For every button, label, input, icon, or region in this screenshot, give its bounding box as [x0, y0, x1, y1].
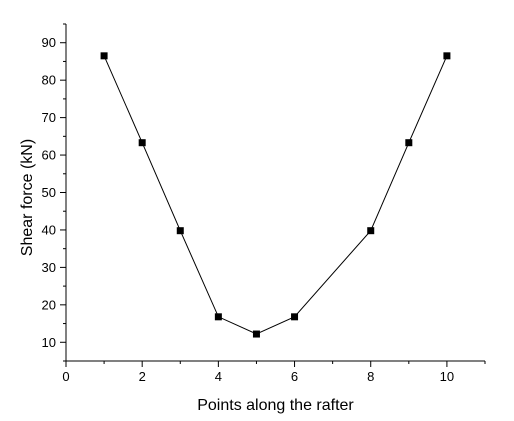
x-tick-label: 2	[139, 369, 146, 384]
y-tick-label: 10	[42, 335, 56, 350]
data-point-marker	[252, 330, 260, 338]
data-point-marker	[291, 313, 299, 321]
y-axis-title: Shear force (kN)	[19, 139, 36, 256]
x-tick-label: 0	[62, 369, 69, 384]
data-point-marker	[176, 227, 184, 235]
y-tick-label: 30	[42, 260, 56, 275]
series-layer	[100, 52, 451, 338]
y-tick-label: 90	[42, 35, 56, 50]
x-tick-label: 6	[291, 369, 298, 384]
y-tick-label: 50	[42, 185, 56, 200]
data-point-marker	[100, 52, 108, 60]
y-tick-label: 20	[42, 297, 56, 312]
x-tick-label: 10	[440, 369, 454, 384]
series-line	[103, 55, 448, 335]
data-point-marker	[405, 139, 413, 147]
x-tick-label: 4	[215, 369, 222, 384]
data-point-marker	[214, 313, 222, 321]
data-point-marker	[138, 139, 146, 147]
y-tick-label: 60	[42, 148, 56, 163]
x-axis-title: Points along the rafter	[197, 397, 354, 414]
y-tick-label: 70	[42, 110, 56, 125]
data-point-marker	[367, 227, 375, 235]
x-tick-label: 8	[367, 369, 374, 384]
axes	[65, 24, 485, 362]
y-tick-label: 80	[42, 73, 56, 88]
y-axis-ticks: 10 20 30 40 50 60 70 80 90	[42, 23, 66, 362]
y-tick-label: 40	[42, 222, 56, 237]
x-axis-ticks: 0 2 4 6 8 10	[62, 361, 486, 384]
data-point-marker	[443, 52, 451, 60]
